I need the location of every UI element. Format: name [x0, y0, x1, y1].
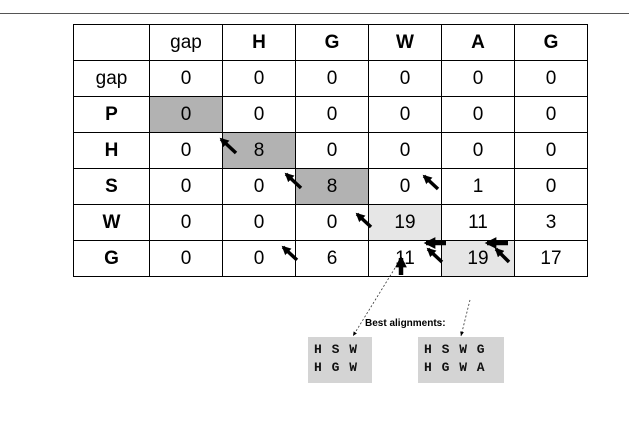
col-header-g2: G — [514, 24, 588, 61]
table-row: H 0 8 0 0 0 0 — [73, 132, 588, 169]
cell: 0 — [222, 96, 296, 133]
cell: 0 — [222, 168, 296, 205]
alignment-2-line-1: H S W G — [424, 342, 486, 357]
table-row: S 0 0 8 0 1 0 — [73, 168, 588, 205]
cell: 0 — [441, 60, 515, 97]
cell: 0 — [514, 60, 588, 97]
cell: 0 — [368, 168, 442, 205]
cell: 0 — [222, 60, 296, 97]
cell: 1 — [441, 168, 515, 205]
alignment-box-1: H S W H G W — [308, 337, 372, 383]
row-header-g: G — [73, 240, 150, 277]
score-matrix: gap H G W A G gap 0 0 0 0 0 0 P 0 0 0 0 … — [73, 24, 588, 277]
row-header-h: H — [73, 132, 150, 169]
cell: 0 — [514, 168, 588, 205]
row-header-s: S — [73, 168, 150, 205]
col-header-h: H — [222, 24, 296, 61]
cell: 0 — [514, 132, 588, 169]
cell-highlighted: 19 — [368, 204, 442, 241]
cell: 0 — [222, 204, 296, 241]
corner-cell — [73, 24, 150, 61]
cell: 0 — [149, 240, 223, 277]
cell-highlighted: 8 — [295, 168, 369, 205]
col-header-w: W — [368, 24, 442, 61]
cell: 0 — [368, 132, 442, 169]
pointer-line — [460, 299, 471, 337]
best-alignments-label: Best alignments: — [365, 318, 446, 329]
cell: 0 — [295, 204, 369, 241]
cell: 0 — [149, 168, 223, 205]
row-header-gap: gap — [73, 60, 150, 97]
alignment-1-line-2: H G W — [314, 360, 359, 375]
cell: 0 — [149, 132, 223, 169]
cell: 0 — [368, 60, 442, 97]
alignment-2-line-2: H G W A — [424, 360, 486, 375]
cell: 0 — [368, 96, 442, 133]
cell: 0 — [441, 96, 515, 133]
cell: 0 — [222, 240, 296, 277]
cell: 6 — [295, 240, 369, 277]
alignment-1-line-1: H S W — [314, 342, 359, 357]
col-header-a: A — [441, 24, 515, 61]
cell-highlighted: 8 — [222, 132, 296, 169]
table-row: gap 0 0 0 0 0 0 — [73, 60, 588, 97]
cell: 0 — [295, 60, 369, 97]
table-row: G 0 0 6 11 19 17 — [73, 240, 588, 277]
cell: 0 — [149, 60, 223, 97]
cell: 0 — [149, 204, 223, 241]
cell: 0 — [295, 96, 369, 133]
cell: 11 — [368, 240, 442, 277]
cell: 0 — [441, 132, 515, 169]
header-row: gap H G W A G — [73, 24, 588, 61]
cell: 11 — [441, 204, 515, 241]
cell-highlighted: 0 — [149, 96, 223, 133]
col-header-g: G — [295, 24, 369, 61]
cell: 0 — [295, 132, 369, 169]
cell-highlighted: 19 — [441, 240, 515, 277]
cell: 3 — [514, 204, 588, 241]
top-rule — [0, 13, 629, 14]
table-row: P 0 0 0 0 0 0 — [73, 96, 588, 133]
cell: 0 — [514, 96, 588, 133]
row-header-p: P — [73, 96, 150, 133]
cell: 17 — [514, 240, 588, 277]
row-header-w: W — [73, 204, 150, 241]
table-row: W 0 0 0 19 11 3 — [73, 204, 588, 241]
alignment-box-2: H S W G H G W A — [418, 337, 504, 383]
col-header-gap: gap — [149, 24, 223, 61]
